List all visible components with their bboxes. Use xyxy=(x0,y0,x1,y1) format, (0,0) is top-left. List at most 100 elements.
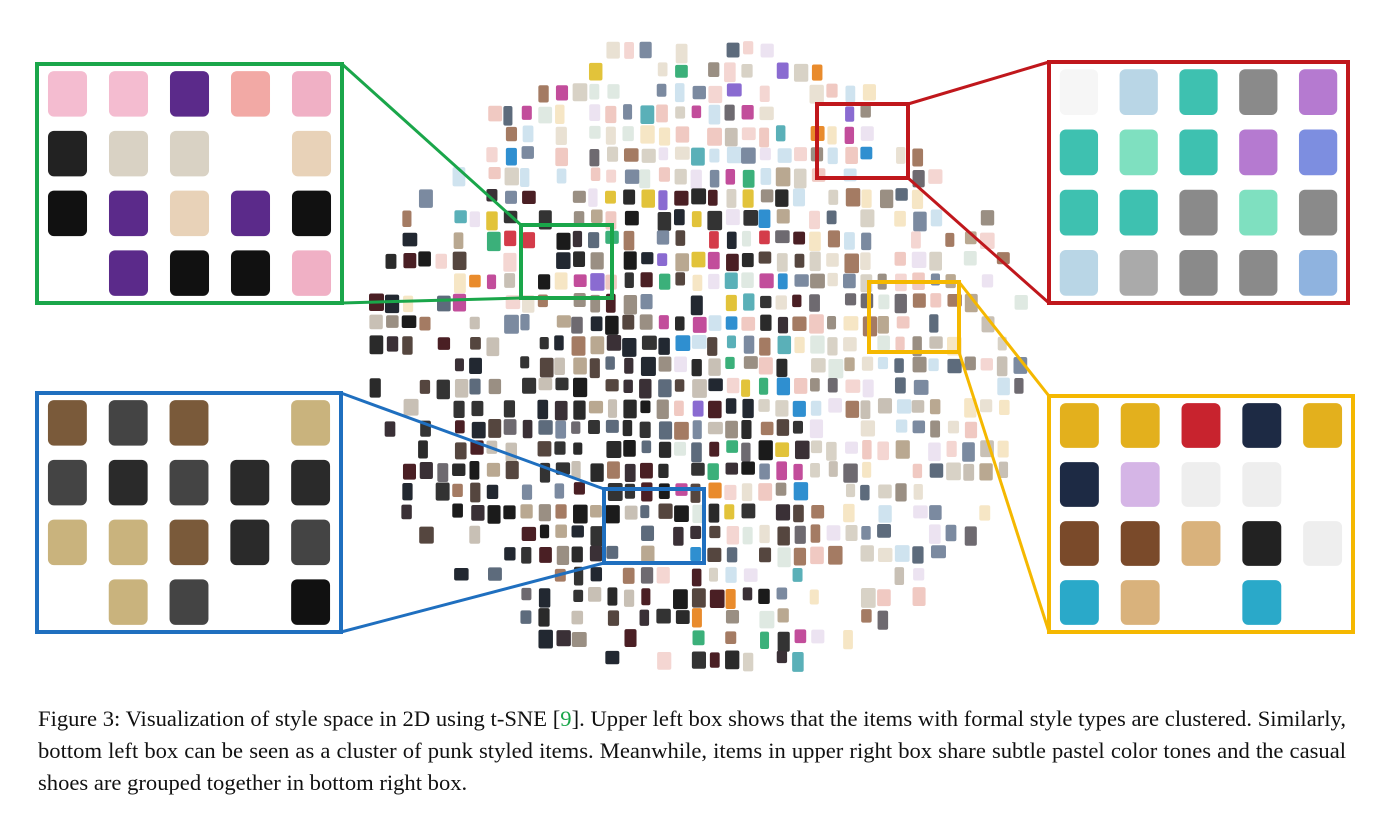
zoom-item-thumbnail xyxy=(1181,521,1221,566)
item-thumbnail xyxy=(624,483,636,499)
item-thumbnail xyxy=(726,253,739,272)
item-thumbnail xyxy=(488,419,502,438)
item-thumbnail xyxy=(469,378,481,395)
item-thumbnail xyxy=(775,189,789,207)
zoom-source-frame xyxy=(815,102,910,180)
item-thumbnail xyxy=(692,420,702,440)
item-thumbnail xyxy=(860,126,874,141)
zoom-item-thumbnail xyxy=(1179,129,1218,176)
item-thumbnail xyxy=(504,167,519,186)
item-thumbnail xyxy=(418,440,428,459)
item-thumbnail xyxy=(521,546,532,564)
item-thumbnail xyxy=(369,314,383,330)
item-thumbnail xyxy=(741,64,753,78)
item-thumbnail xyxy=(573,442,583,455)
item-thumbnail xyxy=(674,83,685,103)
item-thumbnail xyxy=(878,505,892,523)
item-thumbnail xyxy=(877,315,889,334)
item-thumbnail xyxy=(742,587,753,601)
item-thumbnail xyxy=(401,315,417,329)
item-thumbnail xyxy=(724,484,737,500)
item-thumbnail xyxy=(555,104,565,125)
item-thumbnail xyxy=(675,43,688,64)
item-thumbnail xyxy=(505,190,517,204)
item-thumbnail xyxy=(658,167,670,182)
item-thumbnail xyxy=(503,419,517,435)
item-thumbnail xyxy=(588,62,603,81)
item-thumbnail xyxy=(810,546,824,565)
zoom-frame xyxy=(35,391,343,634)
item-thumbnail xyxy=(520,504,533,519)
item-thumbnail xyxy=(775,400,789,417)
zoom-item-thumbnail xyxy=(230,71,271,117)
item-thumbnail xyxy=(556,168,567,184)
item-thumbnail xyxy=(658,315,669,330)
item-thumbnail xyxy=(522,190,536,205)
zoom-item-thumbnail xyxy=(1242,521,1282,566)
item-thumbnail xyxy=(503,252,517,272)
item-thumbnail xyxy=(794,253,805,268)
zoom-item-thumbnail xyxy=(291,250,332,296)
tsne-cloud xyxy=(369,41,1028,672)
zoom-item-thumbnail xyxy=(1059,69,1099,116)
zoom-connector xyxy=(340,561,605,634)
item-thumbnail xyxy=(588,188,598,207)
item-thumbnail xyxy=(913,379,929,395)
item-thumbnail xyxy=(538,420,553,435)
item-thumbnail xyxy=(777,526,790,546)
item-thumbnail xyxy=(724,104,735,121)
item-thumbnail xyxy=(794,377,808,394)
item-thumbnail xyxy=(691,588,706,608)
item-thumbnail xyxy=(639,378,652,399)
item-thumbnail xyxy=(571,610,584,625)
item-thumbnail xyxy=(794,629,807,644)
item-thumbnail xyxy=(538,274,551,290)
zoom-item-thumbnail xyxy=(1303,521,1343,566)
item-thumbnail xyxy=(964,398,977,418)
item-thumbnail xyxy=(793,463,803,481)
item-thumbnail xyxy=(724,127,738,147)
item-thumbnail xyxy=(929,336,943,349)
item-thumbnail xyxy=(573,589,584,603)
item-thumbnail xyxy=(454,378,469,398)
item-thumbnail xyxy=(877,398,893,414)
zoom-item-thumbnail xyxy=(169,579,209,625)
item-thumbnail xyxy=(386,315,399,328)
zoom-connector xyxy=(957,351,1051,633)
item-thumbnail xyxy=(623,399,637,419)
item-thumbnail xyxy=(641,335,657,350)
item-thumbnail xyxy=(911,251,927,268)
item-thumbnail xyxy=(539,524,550,539)
item-thumbnail xyxy=(895,419,908,433)
item-thumbnail xyxy=(639,421,651,439)
item-thumbnail xyxy=(861,232,872,251)
item-thumbnail xyxy=(708,273,720,290)
zoom-item-thumbnail xyxy=(1059,249,1099,296)
item-thumbnail xyxy=(777,316,789,334)
item-thumbnail xyxy=(658,421,673,440)
item-thumbnail xyxy=(759,230,770,245)
item-thumbnail xyxy=(860,104,871,118)
item-thumbnail xyxy=(759,463,770,480)
item-thumbnail xyxy=(469,461,480,480)
zoom-item-thumbnail xyxy=(1059,462,1099,507)
item-thumbnail xyxy=(726,231,737,250)
item-thumbnail xyxy=(827,378,838,393)
item-thumbnail xyxy=(675,106,686,119)
zoom-item-thumbnail xyxy=(47,190,88,237)
zoom-item-thumbnail xyxy=(1059,521,1099,566)
item-thumbnail xyxy=(759,273,774,289)
citation-link[interactable]: 9 xyxy=(560,706,572,731)
item-thumbnail xyxy=(691,358,702,377)
item-thumbnail xyxy=(691,188,707,205)
item-thumbnail xyxy=(488,167,501,180)
item-thumbnail xyxy=(369,335,384,355)
item-thumbnail xyxy=(979,505,991,521)
item-thumbnail xyxy=(809,210,820,230)
zoom-item-thumbnail xyxy=(1181,403,1221,448)
item-thumbnail xyxy=(776,419,790,436)
zoom-item-thumbnail xyxy=(1119,69,1158,116)
item-thumbnail xyxy=(742,526,753,545)
item-thumbnail xyxy=(877,610,889,630)
item-thumbnail xyxy=(418,189,433,208)
